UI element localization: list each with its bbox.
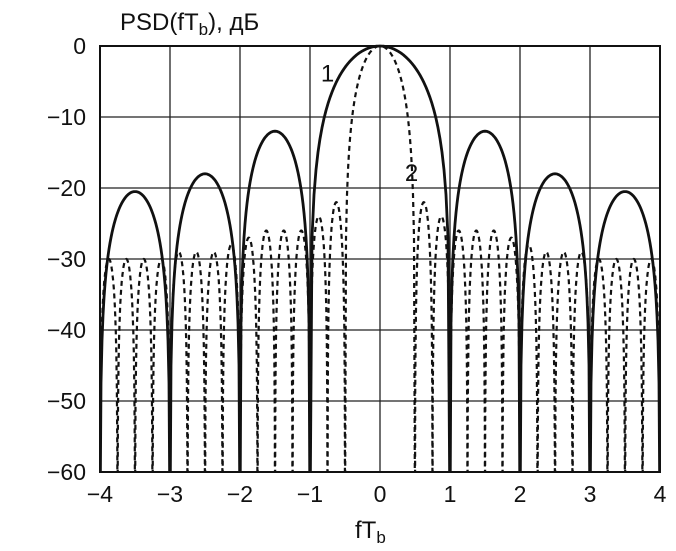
- curve-label-2: 2: [405, 160, 418, 187]
- series-2-lobe: [256, 229, 276, 472]
- series-2-lobe: [274, 229, 294, 472]
- y-tick-label: −30: [47, 246, 86, 272]
- series-1: [100, 44, 660, 472]
- series-2-lobe: [589, 257, 609, 472]
- y-tick-label: −20: [47, 175, 86, 201]
- grid: [99, 45, 661, 473]
- plot-series: [100, 44, 660, 472]
- series-2-lobe: [134, 257, 154, 472]
- curve-annotations: 12: [321, 61, 418, 187]
- series-2-lobe: [606, 257, 626, 472]
- x-tick-label: −3: [157, 481, 183, 507]
- series-1-lobe: [448, 129, 522, 472]
- plot-frame: [99, 45, 661, 473]
- y-tick-labels: 0 −10 −20 −30 −40 −50 −60: [47, 33, 86, 485]
- y-axis-title: PSD(fTb), дБ: [120, 9, 259, 39]
- y-tick-label: −40: [47, 317, 86, 343]
- series-1-lobe: [168, 172, 242, 472]
- series-1-lobe: [100, 190, 172, 472]
- series-2-lobe: [221, 243, 241, 472]
- series-2-lobe: [204, 250, 224, 472]
- x-tick-label: −4: [87, 481, 113, 507]
- series-2-lobe: [466, 229, 486, 472]
- series-2-lobe: [519, 243, 539, 472]
- x-tick-label: 3: [584, 481, 597, 507]
- series-2-lobe: [151, 257, 171, 472]
- series-2-lobe: [291, 229, 311, 472]
- series-2-lobe: [624, 257, 644, 472]
- series-1-lobe: [518, 172, 592, 472]
- series-2-lobe: [116, 257, 136, 472]
- series-2-lobe: [186, 250, 206, 472]
- series-1-lobe: [238, 129, 312, 472]
- x-tick-label: 2: [514, 481, 527, 507]
- curve-label-1: 1: [321, 61, 334, 88]
- y-tick-label: −60: [47, 459, 86, 485]
- series-2-lobe: [501, 236, 521, 472]
- series-2-lobe: [641, 257, 660, 472]
- series-2: [100, 44, 660, 472]
- series-2-lobe: [169, 250, 189, 472]
- series-2-lobe: [484, 229, 504, 472]
- x-tick-label: −1: [297, 481, 323, 507]
- y-tick-label: −10: [47, 104, 86, 130]
- x-tick-label: 1: [444, 481, 457, 507]
- x-tick-label: −2: [227, 481, 253, 507]
- series-2-lobe: [100, 257, 119, 472]
- series-2-lobe: [554, 250, 574, 472]
- x-tick-label: 0: [374, 481, 387, 507]
- series-2-lobe: [536, 250, 556, 472]
- x-tick-label: 4: [654, 481, 667, 507]
- x-tick-labels: −4 −3 −2 −1 0 1 2 3 4: [87, 481, 667, 507]
- x-axis-title: fTb: [355, 517, 386, 547]
- series-2-lobe: [413, 201, 434, 472]
- series-1-lobe: [588, 190, 660, 472]
- series-2-lobe: [449, 229, 469, 472]
- y-tick-label: 0: [73, 33, 86, 59]
- series-2-lobe: [571, 250, 591, 472]
- series-2-lobe: [239, 236, 259, 472]
- series-2-lobe: [326, 201, 347, 472]
- series-2-lobe: [344, 44, 416, 472]
- y-tick-label: −50: [47, 388, 86, 414]
